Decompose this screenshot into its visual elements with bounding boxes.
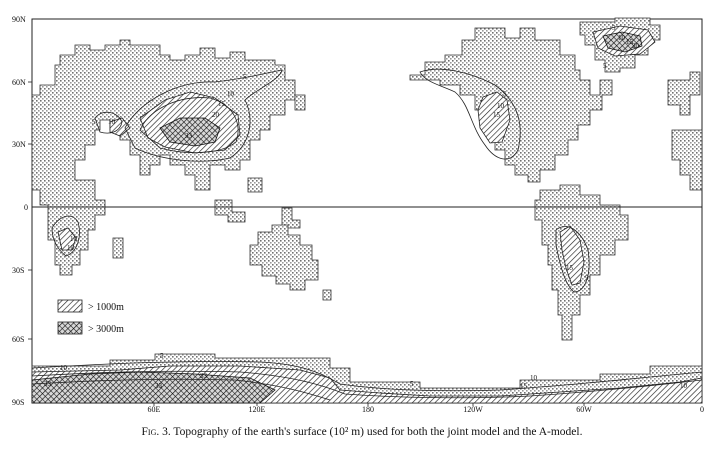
tibet-plateau-3000 [159, 117, 221, 147]
contour-label: 5 [410, 380, 414, 388]
contour-label: 10 [67, 244, 75, 252]
andes-1000 [559, 225, 585, 286]
contour-label: 10 [60, 364, 68, 372]
philippines [247, 177, 263, 193]
contour-samerica-5 [555, 226, 590, 293]
contour-label: 10 [680, 382, 688, 390]
legend: > 1000m > 3000m [57, 299, 124, 335]
contour-label: 10 [530, 374, 538, 382]
contour-label: 20 [212, 111, 220, 119]
contour-label: 15 [626, 38, 634, 46]
figure-caption: Fig. 3. Topography of the earth's surfac… [0, 426, 724, 438]
lat-label: 90N [12, 15, 26, 24]
latitude-labels: 90N 60N 30N 0 30S 60S 90S [12, 15, 28, 407]
contour-label: 33 [185, 132, 193, 140]
contour-label: 33 [155, 382, 163, 390]
lat-label: 60N [12, 78, 26, 87]
africa-east-1000 [57, 227, 77, 251]
contour-label: 20 [632, 42, 640, 50]
contour-asia-5 [124, 69, 283, 162]
contour-label: 33 [200, 372, 208, 380]
new-zealand [322, 289, 332, 301]
legend-label-3000m: > 3000m [88, 324, 124, 335]
southeast-asia [214, 199, 246, 223]
legend-label-1000m: > 1000m [88, 302, 124, 313]
contour-label: 5 [243, 73, 247, 81]
contour-arabia-5 [94, 111, 123, 134]
contour-labels: 5 10 15 20 33 5 10 15 10 5 10 15 10 5 5 … [44, 24, 688, 390]
eurasia-landmass [31, 39, 296, 276]
lon-label: 0 [700, 405, 704, 414]
contour-label: 15 [566, 264, 574, 272]
contour-label: 15 [218, 100, 226, 108]
lat-label: 0 [24, 203, 28, 212]
contour-label: 5 [503, 90, 507, 98]
lat-label: 90S [12, 398, 24, 407]
lon-label: 180 [362, 405, 374, 414]
longitude-labels: 60E 120E 180 120W 60W 0 [148, 405, 704, 414]
contour-label: 5 [92, 118, 96, 126]
contour-label: 10 [497, 102, 505, 110]
contour-label: 10 [227, 90, 235, 98]
japan [294, 94, 306, 111]
australia [249, 224, 319, 291]
africa-west [671, 129, 703, 191]
rockies-1000 [477, 91, 511, 144]
contour-label: 33 [44, 380, 52, 388]
contour-antarctica-10 [31, 370, 703, 399]
contour-label: 10 [618, 34, 626, 42]
lon-label: 60E [148, 405, 161, 414]
caption-text: Topography of the earth's surface (10² m… [173, 426, 583, 438]
contour-label: 5 [585, 274, 589, 282]
contour-label: 10 [70, 235, 78, 243]
lat-label: 60S [12, 335, 24, 344]
contour-label: 5 [603, 62, 607, 70]
contour-africa-5 [51, 215, 80, 257]
legend-swatch-3000m [57, 321, 83, 335]
caption-prefix: Fig. 3. [141, 426, 171, 438]
contour-namerica-5 [419, 68, 521, 160]
latitude-ticks [28, 81, 32, 340]
lat-label: 30N [12, 140, 26, 149]
western-europe [667, 71, 701, 116]
contour-label: 15 [520, 382, 528, 390]
lon-label: 60W [576, 405, 592, 414]
madagascar [112, 237, 124, 259]
greenland-3000 [602, 31, 643, 53]
lon-label: 120W [463, 405, 483, 414]
longitude-ticks [153, 403, 585, 406]
contour-label: 5 [612, 24, 616, 32]
contour-lines [31, 68, 703, 401]
contour-label: 5 [160, 352, 164, 360]
contour-asia-10 [139, 97, 239, 154]
lon-label: 120E [249, 405, 266, 414]
legend-swatch-1000m [57, 299, 83, 313]
contour-antarctica-5 [31, 361, 703, 392]
contour-label: 15 [493, 111, 501, 119]
contour-label: 10 [108, 118, 116, 126]
lat-label: 30S [12, 266, 24, 275]
contour-antarctica-15 [31, 378, 331, 401]
